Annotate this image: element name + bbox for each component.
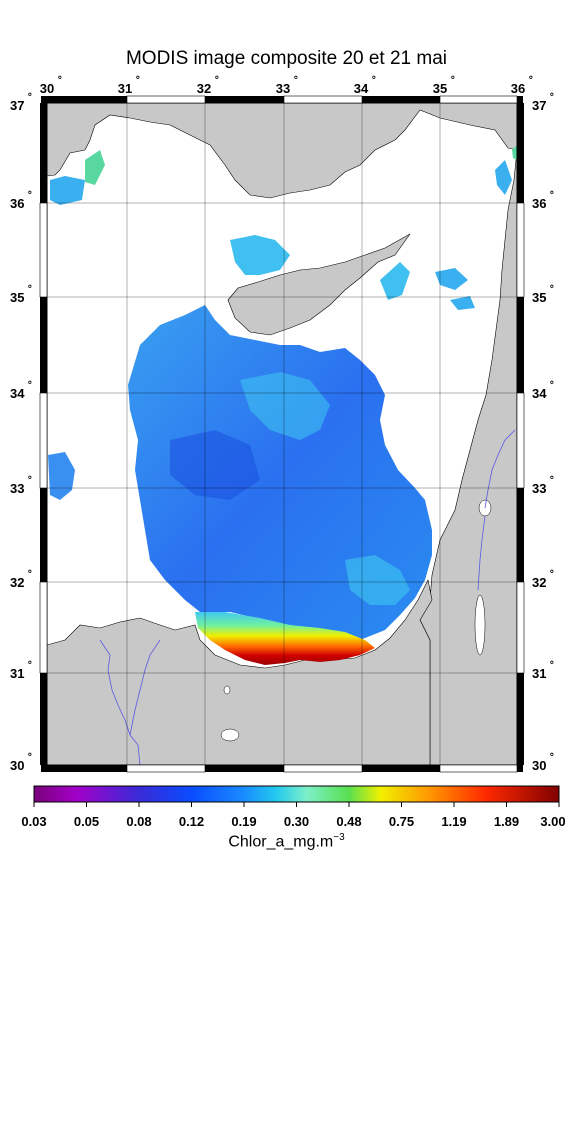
lon-degree-31: ˚ bbox=[136, 74, 140, 89]
jordan-river bbox=[477, 429, 516, 591]
lat-right-degree-34: ˚ bbox=[550, 379, 554, 394]
nile-river bbox=[99, 639, 161, 765]
colorbar-tick-2: 0.08 bbox=[126, 814, 151, 829]
lat-left-34: 34 bbox=[10, 386, 25, 401]
lat-left-36: 36 bbox=[10, 196, 24, 211]
lat-right-33: 33 bbox=[532, 481, 546, 496]
lon-degree-35: ˚ bbox=[451, 74, 455, 89]
colorbar-units-exponent: −3 bbox=[333, 832, 345, 843]
lat-left-degree-34: ˚ bbox=[28, 379, 32, 394]
sea-patch-east-1 bbox=[495, 160, 512, 195]
lat-right-degree-33: ˚ bbox=[550, 474, 554, 489]
colorbar-tick-5: 0.30 bbox=[284, 814, 309, 829]
sea-patch-north-3 bbox=[435, 268, 468, 290]
map-title: MODIS image composite 20 et 21 mai bbox=[125, 48, 448, 69]
sea-chlorophyll-main bbox=[128, 305, 432, 640]
lon-degree-33: ˚ bbox=[294, 74, 298, 89]
lat-right-30: 30 bbox=[532, 758, 546, 773]
lat-left-37: 37 bbox=[10, 98, 24, 113]
graticule bbox=[47, 103, 517, 765]
sea-patch-dark bbox=[170, 430, 260, 500]
lat-right-degree-32: ˚ bbox=[550, 568, 554, 583]
colorbar-tick-3: 0.12 bbox=[179, 814, 204, 829]
lat-right-degree-30: ˚ bbox=[550, 751, 554, 766]
lat-left-degree-33: ˚ bbox=[28, 474, 32, 489]
lat-right-degree-37: ˚ bbox=[550, 91, 554, 106]
colorbar-tick-6: 0.48 bbox=[336, 814, 361, 829]
land-egypt bbox=[47, 579, 433, 765]
lat-right-32: 32 bbox=[532, 575, 546, 590]
colorbar-tick-0: 0.03 bbox=[21, 814, 46, 829]
colorbar-tick-7: 0.75 bbox=[389, 814, 414, 829]
sea-patch-east-2 bbox=[512, 145, 517, 160]
lon-label-30: 30 bbox=[40, 81, 54, 96]
colorbar-units: Chlor_a_mg.m−3 bbox=[0, 832, 573, 851]
lat-right-degree-31: ˚ bbox=[550, 659, 554, 674]
lat-left-31: 31 bbox=[10, 666, 24, 681]
sea-patch-west-2 bbox=[50, 176, 85, 205]
colorbar-tick-1: 0.05 bbox=[74, 814, 99, 829]
lat-right-degree-36: ˚ bbox=[550, 189, 554, 204]
dead-sea bbox=[474, 594, 486, 656]
lat-left-degree-30: ˚ bbox=[28, 751, 32, 766]
latitude-labels-left: 37 36 35 34 33 32 31 30 ˚ ˚ ˚ ˚ ˚ ˚ ˚ ˚ bbox=[10, 91, 32, 773]
lon-label-35: 35 bbox=[433, 81, 447, 96]
sea-patch-north-4 bbox=[450, 296, 475, 310]
land-cyprus bbox=[227, 233, 411, 336]
lat-right-35: 35 bbox=[532, 290, 546, 305]
lat-left-30: 30 bbox=[10, 758, 24, 773]
lat-right-degree-35: ˚ bbox=[550, 283, 554, 298]
sea-patch-west-3 bbox=[85, 150, 105, 185]
colorbar-tick-8: 1.19 bbox=[441, 814, 466, 829]
lat-right-37: 37 bbox=[532, 98, 546, 113]
lat-left-35: 35 bbox=[10, 290, 24, 305]
lon-label-33: 33 bbox=[276, 81, 290, 96]
lat-left-degree-32: ˚ bbox=[28, 568, 32, 583]
lat-right-31: 31 bbox=[532, 666, 546, 681]
colorbar-gradient bbox=[33, 785, 560, 803]
sea-patch-north-1 bbox=[230, 235, 290, 275]
colorbar-units-main: Chlor_a_mg.m bbox=[228, 833, 334, 851]
lon-degree-34: ˚ bbox=[372, 74, 376, 89]
lon-label-34: 34 bbox=[354, 81, 369, 96]
lat-left-degree-31: ˚ bbox=[28, 659, 32, 674]
lon-degree-32: ˚ bbox=[215, 74, 219, 89]
colorbar-tick-10: 3.00 bbox=[540, 814, 565, 829]
lat-left-degree-36: ˚ bbox=[28, 189, 32, 204]
lon-degree-30: ˚ bbox=[58, 74, 62, 89]
coastal-bloom bbox=[195, 612, 375, 665]
colorbar: 0.03 0.05 0.08 0.12 0.19 0.30 0.48 0.75 … bbox=[21, 785, 566, 829]
map-area bbox=[47, 103, 517, 765]
longitude-labels: 30 31 32 33 34 35 36 ˚ ˚ ˚ ˚ ˚ ˚ ˚ bbox=[40, 74, 534, 96]
lat-right-34: 34 bbox=[532, 386, 547, 401]
lat-left-degree-37: ˚ bbox=[28, 91, 32, 106]
colorbar-tick-4: 0.19 bbox=[231, 814, 256, 829]
lat-left-33: 33 bbox=[10, 481, 24, 496]
sea-patch-north-2 bbox=[380, 262, 410, 300]
lon-label-32: 32 bbox=[197, 81, 211, 96]
latitude-labels-right: 37 36 35 34 33 32 31 30 ˚ ˚ ˚ ˚ ˚ ˚ ˚ ˚ bbox=[532, 91, 554, 773]
lon-degree-36: ˚ bbox=[529, 74, 533, 89]
lake-2 bbox=[223, 685, 231, 695]
lake-1 bbox=[220, 728, 240, 742]
lat-right-36: 36 bbox=[532, 196, 546, 211]
sea-patch-light-2 bbox=[345, 555, 410, 605]
lat-left-degree-35: ˚ bbox=[28, 283, 32, 298]
land-turkey bbox=[47, 103, 517, 199]
border-scale bbox=[39, 95, 525, 773]
colorbar-tick-9: 1.89 bbox=[494, 814, 519, 829]
sea-patch-light-1 bbox=[240, 372, 330, 440]
lon-label-31: 31 bbox=[118, 81, 132, 96]
lon-label-36: 36 bbox=[511, 81, 525, 96]
lat-left-32: 32 bbox=[10, 575, 24, 590]
